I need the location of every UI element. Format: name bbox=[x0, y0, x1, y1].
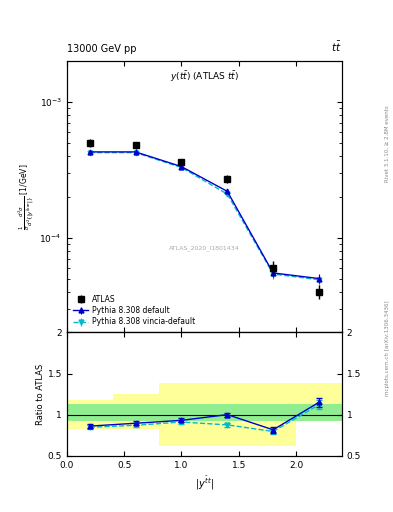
Y-axis label: Ratio to ATLAS: Ratio to ATLAS bbox=[36, 364, 45, 425]
Text: $y(t\bar{t})$ (ATLAS $t\bar{t}$): $y(t\bar{t})$ (ATLAS $t\bar{t}$) bbox=[170, 70, 239, 84]
Text: $t\bar{t}$: $t\bar{t}$ bbox=[331, 39, 342, 54]
Text: mcplots.cern.ch [arXiv:1306.3436]: mcplots.cern.ch [arXiv:1306.3436] bbox=[385, 301, 390, 396]
Text: 13000 GeV pp: 13000 GeV pp bbox=[67, 44, 136, 54]
X-axis label: $|y^{\bar{t}t}|$: $|y^{\bar{t}t}|$ bbox=[195, 475, 214, 493]
Text: Rivet 3.1.10, ≥ 2.8M events: Rivet 3.1.10, ≥ 2.8M events bbox=[385, 105, 390, 182]
Legend: ATLAS, Pythia 8.308 default, Pythia 8.308 vincia-default: ATLAS, Pythia 8.308 default, Pythia 8.30… bbox=[71, 292, 198, 329]
Text: ATLAS_2020_I1801434: ATLAS_2020_I1801434 bbox=[169, 245, 240, 251]
Y-axis label: $\frac{1}{\sigma}\frac{d^2\sigma}{d^2\{|y^{\bar{t}bar}|\}}$ [1/GeV]: $\frac{1}{\sigma}\frac{d^2\sigma}{d^2\{|… bbox=[16, 164, 37, 230]
